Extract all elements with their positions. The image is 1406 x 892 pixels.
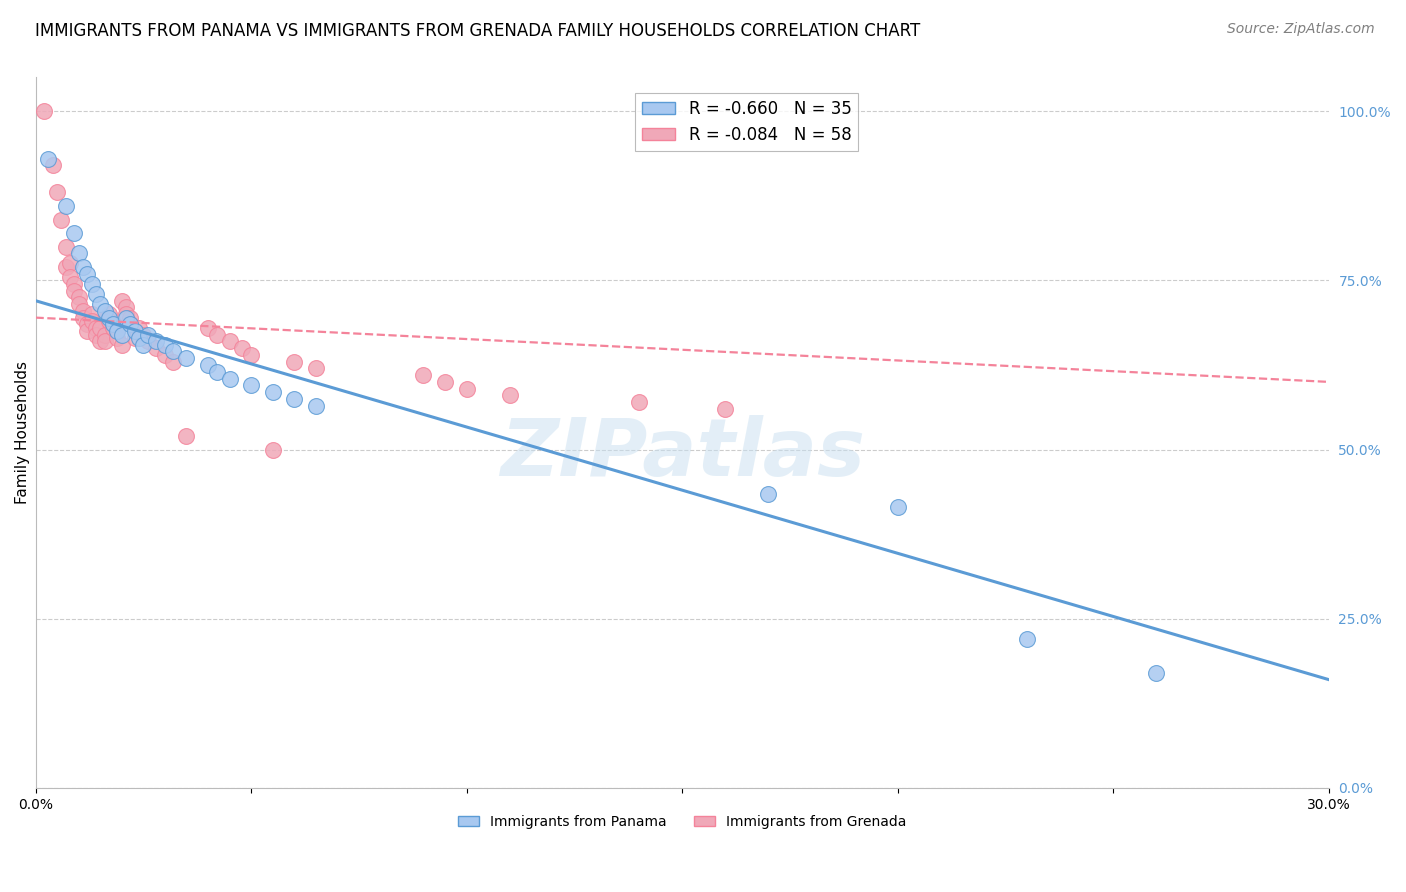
Point xyxy=(262,442,284,457)
Text: ZIPatlas: ZIPatlas xyxy=(499,415,865,493)
Point xyxy=(176,429,198,443)
Point xyxy=(72,310,94,325)
Point xyxy=(124,331,146,345)
Point xyxy=(412,368,434,383)
Point xyxy=(55,260,77,274)
Text: Source: ZipAtlas.com: Source: ZipAtlas.com xyxy=(1227,22,1375,37)
Point xyxy=(80,277,103,291)
Point xyxy=(136,327,159,342)
Point xyxy=(120,310,142,325)
Point xyxy=(42,158,65,172)
Point xyxy=(305,361,328,376)
Point xyxy=(67,297,90,311)
Point xyxy=(120,318,142,332)
Point xyxy=(89,320,111,334)
Point xyxy=(145,334,167,349)
Point xyxy=(80,307,103,321)
Point xyxy=(153,348,176,362)
Point xyxy=(305,399,328,413)
Point xyxy=(132,327,155,342)
Point xyxy=(627,395,650,409)
Point xyxy=(97,307,120,321)
Point xyxy=(111,293,134,308)
Point xyxy=(67,290,90,304)
Point xyxy=(55,239,77,253)
Point xyxy=(1015,632,1038,646)
Point xyxy=(63,277,86,291)
Point xyxy=(231,341,253,355)
Point xyxy=(132,337,155,351)
Point xyxy=(84,327,107,342)
Point xyxy=(51,212,73,227)
Text: IMMIGRANTS FROM PANAMA VS IMMIGRANTS FROM GRENADA FAMILY HOUSEHOLDS CORRELATION : IMMIGRANTS FROM PANAMA VS IMMIGRANTS FRO… xyxy=(35,22,921,40)
Point xyxy=(283,392,305,406)
Point xyxy=(886,500,908,514)
Point xyxy=(218,334,240,349)
Point xyxy=(59,256,82,270)
Point xyxy=(84,287,107,301)
Point xyxy=(197,358,219,372)
Point xyxy=(111,337,134,351)
Point xyxy=(107,324,129,338)
Point xyxy=(67,246,90,260)
Point xyxy=(145,341,167,355)
Point xyxy=(107,324,129,338)
Point xyxy=(93,334,115,349)
Point xyxy=(205,327,228,342)
Point xyxy=(93,327,115,342)
Point xyxy=(84,320,107,334)
Point xyxy=(101,318,124,332)
Point xyxy=(205,365,228,379)
Point xyxy=(107,331,129,345)
Point xyxy=(32,104,55,119)
Point xyxy=(499,388,522,402)
Point xyxy=(456,382,478,396)
Point xyxy=(153,337,176,351)
Point xyxy=(37,152,59,166)
Point xyxy=(80,314,103,328)
Point xyxy=(218,371,240,385)
Point xyxy=(115,310,138,325)
Point xyxy=(124,324,146,338)
Point xyxy=(72,260,94,274)
Point xyxy=(59,270,82,285)
Point xyxy=(162,354,184,368)
Point xyxy=(115,307,138,321)
Point xyxy=(93,303,115,318)
Point xyxy=(128,331,150,345)
Point xyxy=(63,284,86,298)
Point xyxy=(124,324,146,338)
Point xyxy=(115,301,138,315)
Point xyxy=(76,324,98,338)
Y-axis label: Family Households: Family Households xyxy=(15,361,30,504)
Point xyxy=(55,199,77,213)
Point xyxy=(111,327,134,342)
Point xyxy=(120,318,142,332)
Point xyxy=(162,344,184,359)
Point xyxy=(76,267,98,281)
Point xyxy=(756,486,779,500)
Point xyxy=(197,320,219,334)
Point xyxy=(89,334,111,349)
Point xyxy=(176,351,198,366)
Point xyxy=(46,186,69,200)
Point xyxy=(283,354,305,368)
Point xyxy=(97,314,120,328)
Point xyxy=(714,401,737,416)
Point xyxy=(262,385,284,400)
Legend: Immigrants from Panama, Immigrants from Grenada: Immigrants from Panama, Immigrants from … xyxy=(453,809,912,834)
Point xyxy=(128,320,150,334)
Point xyxy=(101,320,124,334)
Point xyxy=(63,226,86,240)
Point xyxy=(434,375,457,389)
Point xyxy=(1144,665,1167,680)
Point xyxy=(97,310,120,325)
Point xyxy=(76,318,98,332)
Point xyxy=(240,378,263,392)
Point xyxy=(136,334,159,349)
Point xyxy=(89,297,111,311)
Point xyxy=(240,348,263,362)
Point xyxy=(72,303,94,318)
